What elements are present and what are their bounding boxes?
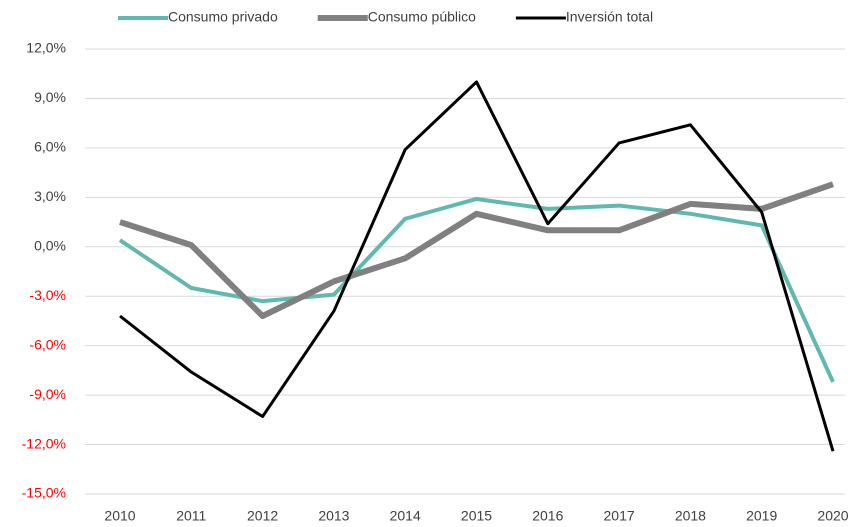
x-tick-label: 2014	[390, 508, 421, 524]
y-tick-label: -6,0%	[29, 336, 66, 352]
legend-label: Consumo privado	[168, 9, 278, 25]
x-tick-label: 2010	[104, 508, 135, 524]
y-tick-label: -3,0%	[29, 287, 66, 303]
x-tick-label: 2013	[318, 508, 349, 524]
x-tick-label: 2016	[532, 508, 563, 524]
y-tick-label: 3,0%	[34, 188, 66, 204]
legend-label: Inversión total	[566, 9, 653, 25]
y-tick-label: 6,0%	[34, 139, 66, 155]
y-tick-label: -9,0%	[29, 386, 66, 402]
x-tick-label: 2012	[247, 508, 278, 524]
y-tick-label: 0,0%	[34, 237, 66, 253]
y-tick-label: 9,0%	[34, 89, 66, 105]
series-line	[118, 196, 835, 383]
y-tick-label: -15,0%	[22, 485, 66, 501]
x-tick-label: 2015	[461, 508, 492, 524]
series-line	[119, 80, 835, 452]
x-tick-label: 2019	[746, 508, 777, 524]
legend-label: Consumo público	[368, 9, 476, 25]
x-tick-label: 2017	[604, 508, 635, 524]
y-tick-label: 12,0%	[26, 40, 66, 56]
series-line	[119, 181, 834, 319]
x-tick-label: 2018	[675, 508, 706, 524]
x-tick-label: 2011	[176, 508, 206, 524]
x-tick-label: 2020	[817, 508, 848, 524]
y-tick-label: -12,0%	[22, 435, 66, 451]
